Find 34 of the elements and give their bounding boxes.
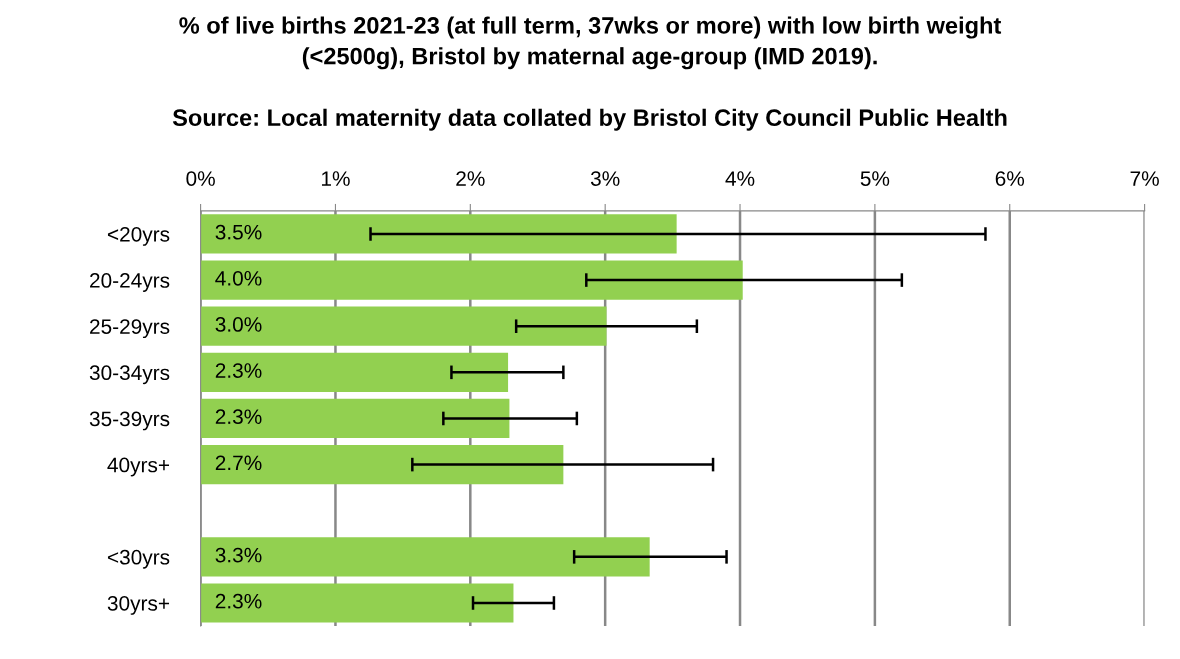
x-tick-label: 4% — [725, 171, 755, 186]
bar — [200, 306, 607, 346]
bar — [200, 214, 677, 254]
data-label: 2.7% — [215, 455, 262, 471]
x-tick-label: 6% — [995, 171, 1025, 186]
x-tick-label: 1% — [321, 171, 350, 186]
y-tick-label: 20-24yrs — [90, 273, 170, 292]
chart-title: % of live births 2021-23 (at full term, 37wks or more) with low birth weight (<2500g), Bristol by maternal age-group (IMD 2019). — [179, 16, 1002, 70]
data-label: 3.3% — [215, 547, 262, 563]
y-tick-label: 35-39yrs — [89, 411, 170, 431]
source-note: Source: Local maternity data collated by Bristol City Council Public Health — [172, 108, 1007, 131]
y-tick-label: <20yrs — [107, 226, 170, 246]
data-label: 2.3% — [215, 363, 262, 378]
y-tick-label: 40yrs+ — [107, 457, 170, 477]
data-label: 2.3% — [215, 593, 262, 609]
x-tick-label: 3% — [590, 171, 620, 186]
x-tick-label: 7% — [1130, 171, 1159, 186]
bar — [200, 260, 743, 300]
x-tick-label: 2% — [456, 171, 485, 186]
data-label: 3.0% — [215, 317, 262, 332]
bar — [200, 444, 564, 485]
y-tick-label: <30yrs — [107, 549, 170, 569]
data-label: 2.3% — [215, 409, 262, 425]
y-tick-label: 30yrs+ — [107, 595, 170, 615]
data-label: 4.0% — [215, 270, 262, 286]
bar — [200, 352, 509, 392]
bar — [200, 398, 510, 439]
y-tick-label: 30-34yrs — [89, 365, 170, 385]
bar — [200, 537, 650, 577]
x-tick-label: 5% — [860, 171, 890, 186]
data-label: 3.5% — [215, 224, 262, 240]
y-tick-label: 25-29yrs — [90, 319, 170, 339]
bar — [200, 583, 514, 623]
x-tick-label: 0% — [186, 171, 215, 186]
